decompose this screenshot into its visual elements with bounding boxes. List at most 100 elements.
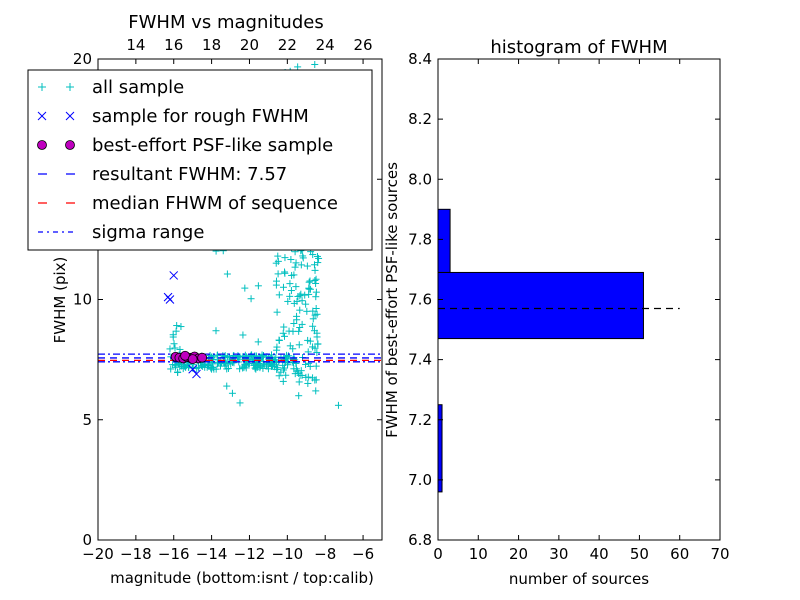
scatter-panel: FWHM vs magnitudes −20 −18 −16 −14 −12 −10 −8−… — [27, 12, 383, 587]
scatter-x-tick-label: −8 — [314, 545, 336, 563]
all-sample-point — [290, 299, 298, 307]
scatter-y-tick-label: 0 — [82, 531, 92, 549]
all-sample-point — [311, 277, 319, 285]
rough-sample-point — [192, 369, 201, 379]
all-sample-point — [213, 351, 221, 359]
legend: all sample sample for rough FWHM best-ef… — [27, 69, 373, 251]
histogram-y-tick-label: 7.8 — [408, 230, 432, 248]
all-sample-point — [287, 256, 295, 264]
all-sample-point — [312, 293, 320, 301]
all-sample-point — [296, 306, 304, 314]
all-sample-point — [212, 327, 220, 335]
histogram-panel: histogram of FWHM 0 10 20 30 40 50 60 70 6.8 7.0 7… — [383, 37, 730, 588]
all-sample-point — [177, 362, 185, 370]
all-sample-point — [236, 399, 244, 407]
all-sample-point — [242, 357, 250, 365]
all-sample-point — [295, 369, 303, 377]
all-sample-point — [174, 369, 182, 377]
psf-sample-point — [197, 352, 208, 363]
all-sample-point — [292, 283, 300, 291]
all-sample-point — [251, 364, 259, 372]
all-sample-point — [306, 277, 314, 285]
all-sample-point — [306, 285, 314, 293]
all-sample-point — [312, 362, 320, 370]
all-sample-point — [264, 362, 272, 370]
scatter-x-tick-label: −16 — [158, 545, 190, 563]
all-sample-point — [236, 365, 244, 373]
legend-label-resultant-fwhm: resultant FWHM: 7.57 — [92, 164, 287, 185]
scatter-x-tick-label: −6 — [352, 545, 374, 563]
all-sample-point — [302, 300, 310, 308]
scatter-x-tick-label: −20 — [82, 545, 114, 563]
histogram-y-tick-label: 7.6 — [408, 291, 432, 309]
all-sample-point — [169, 333, 177, 341]
scatter-top-tick-label: 24 — [316, 36, 335, 54]
all-sample-point — [281, 269, 289, 277]
rough-sample-point — [165, 295, 175, 304]
all-sample-point — [309, 315, 317, 323]
all-sample-point — [295, 378, 303, 386]
rough-sample-point-b — [192, 369, 201, 379]
all-sample-point — [254, 338, 262, 346]
all-sample-point — [310, 327, 318, 335]
all-sample-point — [254, 282, 262, 290]
legend-marker-rough-sample — [65, 111, 75, 121]
all-sample-point — [302, 360, 310, 368]
scatter-top-tick-label: 20 — [240, 36, 259, 54]
scatter-title: FWHM vs magnitudes — [128, 12, 323, 33]
all-sample-point — [291, 263, 299, 271]
all-sample-point — [315, 254, 323, 262]
scatter-top-tick-label: 26 — [354, 36, 373, 54]
all-sample-point — [172, 327, 180, 335]
all-sample-point — [306, 362, 314, 370]
all-sample-point — [309, 322, 317, 330]
all-sample-point — [312, 275, 320, 283]
scatter-x-tick-label: −12 — [234, 545, 266, 563]
all-sample-point — [313, 348, 321, 356]
histogram-bar — [437, 404, 443, 493]
all-sample-point — [286, 342, 294, 350]
all-sample-point — [304, 379, 312, 387]
legend-marker-all-sample — [66, 83, 74, 91]
all-sample-point — [273, 308, 281, 316]
histogram-y-tick-label: 7.2 — [408, 411, 432, 429]
all-sample-point — [221, 353, 229, 361]
scatter-data-layer — [98, 60, 382, 409]
all-sample-point — [303, 307, 311, 315]
all-sample-point — [273, 277, 281, 285]
all-sample-point — [297, 290, 305, 298]
histogram-y-tick-label: 7.0 — [408, 471, 432, 489]
all-sample-point — [275, 336, 283, 344]
legend-marker-psf-sample — [37, 140, 47, 150]
histogram-y-tick-label: 7.4 — [408, 351, 432, 369]
all-sample-point — [302, 373, 310, 381]
rough-sample-point-b — [165, 295, 175, 304]
scatter-top-tick-label: 14 — [126, 36, 145, 54]
all-sample-point — [177, 323, 185, 331]
all-sample-point — [281, 254, 289, 262]
scatter-x-tick-label: −18 — [120, 545, 152, 563]
histogram-x-label: number of sources — [509, 570, 649, 588]
all-sample-point — [292, 259, 300, 267]
all-sample-point — [311, 266, 319, 274]
legend-marker-psf-sample — [65, 140, 75, 150]
legend-label-all-sample: all sample — [92, 77, 184, 98]
scatter-top-tick-label: 22 — [278, 36, 297, 54]
all-sample-point — [171, 344, 179, 352]
legend-markers — [37, 83, 76, 233]
histogram-bar — [437, 271, 644, 340]
scatter-y-tick-label: 10 — [73, 291, 92, 309]
all-sample-point — [239, 331, 247, 339]
all-sample-point — [176, 345, 184, 353]
all-sample-point — [170, 340, 178, 348]
histogram-x-tick-label: 10 — [469, 545, 488, 563]
all-sample-point — [228, 389, 236, 397]
all-sample-point — [273, 359, 281, 367]
legend-marker-rough-sample-b — [37, 111, 47, 121]
legend-marker-rough-sample — [37, 111, 47, 121]
all-sample-point — [311, 344, 319, 352]
all-sample-point — [287, 287, 295, 295]
scatter-x-tick-label: −10 — [272, 545, 304, 563]
all-sample-point — [240, 364, 248, 372]
